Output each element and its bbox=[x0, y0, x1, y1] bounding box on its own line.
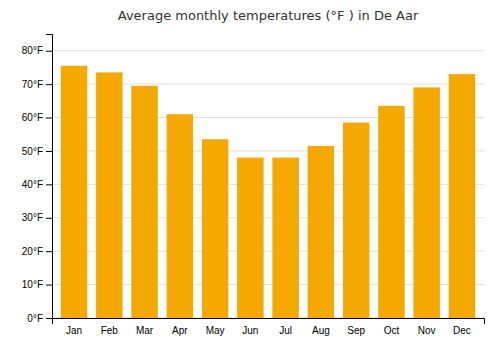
x-tick-label: Apr bbox=[172, 325, 188, 336]
y-tick-mark bbox=[46, 118, 52, 119]
x-tick: May bbox=[206, 325, 225, 336]
x-tick-label: Mar bbox=[136, 325, 154, 336]
y-tick-mark bbox=[46, 218, 52, 219]
bar bbox=[413, 87, 439, 318]
y-tick-mark bbox=[46, 151, 52, 152]
y-tick: 30°F bbox=[22, 212, 52, 223]
bar bbox=[237, 158, 263, 318]
bar bbox=[343, 123, 369, 318]
y-tick-label: 70°F bbox=[22, 79, 43, 90]
bar bbox=[378, 106, 404, 318]
y-tick-label: 40°F bbox=[22, 179, 43, 190]
y-tick-label: 30°F bbox=[22, 212, 43, 223]
x-tick: Sep bbox=[347, 325, 365, 336]
x-tick: Oct bbox=[384, 325, 400, 336]
x-tick-label: Feb bbox=[101, 325, 119, 336]
x-tick: Feb bbox=[101, 325, 119, 336]
x-tick: Jan bbox=[66, 325, 82, 336]
y-tick-label: 20°F bbox=[22, 246, 43, 257]
y-tick: 40°F bbox=[22, 179, 52, 190]
y-tick-mark bbox=[46, 184, 52, 185]
y-tick: 60°F bbox=[22, 112, 52, 123]
bar bbox=[96, 72, 122, 318]
title: Average monthly temperatures (°F ) in De… bbox=[118, 8, 419, 23]
x-tick: Jul bbox=[279, 325, 292, 336]
y-tick-mark bbox=[46, 84, 52, 85]
chart-container: 0°F 10°F 20°F 30°F 40°F 50°F 60°F 70°F 80°F Jan Fe… bbox=[0, 0, 500, 350]
y-tick-mark bbox=[46, 51, 52, 52]
bar bbox=[272, 158, 298, 318]
x-tick-label: Dec bbox=[453, 325, 471, 336]
x-tick: Apr bbox=[172, 325, 188, 336]
y-tick-label: 0°F bbox=[27, 313, 43, 324]
x-tick-label: May bbox=[206, 325, 225, 336]
grid-line bbox=[52, 50, 484, 51]
y-tick-label: 50°F bbox=[22, 146, 43, 157]
y-tick-label: 80°F bbox=[22, 45, 43, 56]
y-tick: 10°F bbox=[22, 279, 52, 290]
bar bbox=[131, 86, 157, 318]
x-tick-label: Sep bbox=[347, 325, 365, 336]
grid bbox=[52, 51, 484, 318]
plot: 0°F 10°F 20°F 30°F 40°F 50°F 60°F 70°F 80°F Jan Fe… bbox=[22, 35, 485, 337]
y-tick: 20°F bbox=[22, 246, 52, 257]
x-tick-label: Jul bbox=[279, 325, 292, 336]
bar bbox=[449, 74, 475, 318]
x-tick: Jun bbox=[242, 325, 258, 336]
x-axis: Jan Feb Mar Apr May Jun Jul Aug Sep Oct Nov Dec bbox=[53, 319, 485, 337]
bar bbox=[308, 146, 334, 318]
x-tick-label: Nov bbox=[418, 325, 436, 336]
chart: 0°F 10°F 20°F 30°F 40°F 50°F 60°F 70°F 80°F Jan Fe… bbox=[0, 0, 500, 350]
x-tick: Mar bbox=[136, 325, 154, 336]
x-tick: Aug bbox=[312, 325, 330, 336]
bar bbox=[202, 139, 228, 318]
y-tick: 70°F bbox=[22, 79, 52, 90]
x-tick-label: Jun bbox=[242, 325, 258, 336]
y-tick: 50°F bbox=[22, 146, 52, 157]
x-tick: Nov bbox=[418, 325, 436, 336]
x-tick-label: Oct bbox=[384, 325, 400, 336]
y-tick-label: 10°F bbox=[22, 279, 43, 290]
y-tick-mark bbox=[46, 318, 52, 319]
y-axis-line bbox=[46, 35, 53, 319]
y-tick-mark bbox=[46, 285, 52, 286]
y-axis: 0°F 10°F 20°F 30°F 40°F 50°F 60°F 70°F 80°F bbox=[22, 35, 53, 324]
x-tick: Dec bbox=[453, 325, 471, 336]
y-tick: 80°F bbox=[22, 45, 52, 56]
bars bbox=[61, 66, 475, 318]
bar bbox=[61, 66, 87, 318]
x-tick-label: Jan bbox=[66, 325, 82, 336]
y-tick-mark bbox=[46, 251, 52, 252]
y-tick: 0°F bbox=[27, 313, 52, 324]
bar bbox=[167, 114, 193, 318]
y-tick-label: 60°F bbox=[22, 112, 43, 123]
x-tick-label: Aug bbox=[312, 325, 330, 336]
x-axis-line bbox=[53, 319, 485, 325]
